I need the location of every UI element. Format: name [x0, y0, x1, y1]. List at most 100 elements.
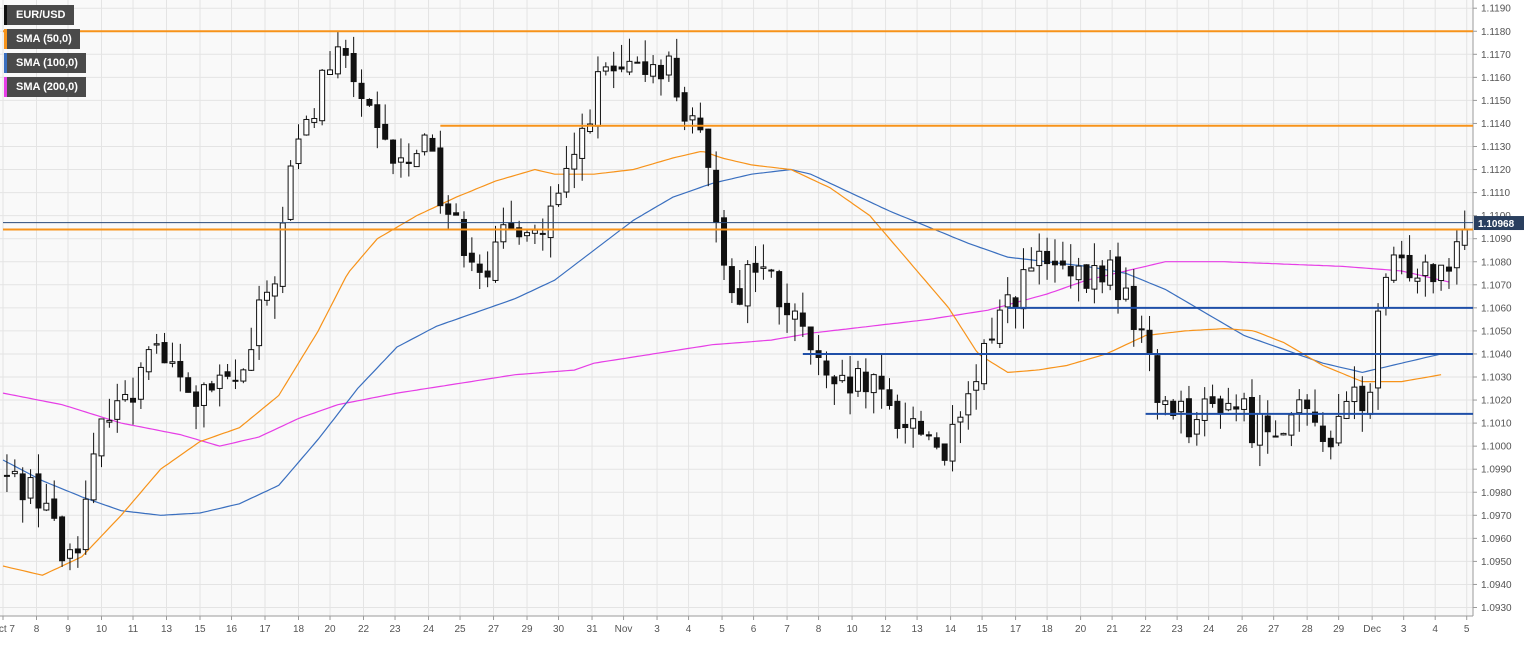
y-tick-label: 1.0980 — [1481, 488, 1512, 499]
x-tick-label: 17 — [1010, 624, 1022, 635]
candle-body — [642, 61, 649, 75]
candle-body — [82, 498, 89, 551]
candle-body — [350, 53, 357, 83]
candle-body — [713, 169, 720, 223]
candle-body — [847, 376, 854, 394]
candle-body — [744, 264, 751, 307]
candle-body — [106, 419, 113, 423]
candle-body — [878, 375, 885, 390]
candle-body — [665, 55, 672, 76]
candle-body — [941, 443, 948, 461]
y-tick-label: 1.1140 — [1481, 119, 1511, 130]
candle-body — [468, 252, 475, 263]
candle-body — [130, 397, 137, 403]
candle-body — [1445, 266, 1452, 272]
candle-body — [1138, 328, 1145, 331]
legend-label-price: EUR/USD — [16, 9, 66, 21]
candle-body — [374, 104, 381, 128]
legend-swatch-sma100 — [4, 53, 7, 73]
candle-body — [445, 203, 452, 215]
candle-body — [1193, 419, 1200, 435]
candle-body — [1430, 264, 1437, 283]
x-tick-label: 3 — [654, 624, 660, 635]
candle-body — [539, 232, 546, 235]
candle-body — [1264, 415, 1271, 433]
candle-body — [1367, 391, 1374, 415]
candle-body — [1012, 297, 1019, 309]
candle-body — [650, 64, 657, 77]
y-tick-label: 1.1090 — [1481, 234, 1512, 245]
x-tick-label: 4 — [686, 624, 692, 635]
candle-body — [279, 222, 286, 287]
candle-body — [476, 263, 483, 273]
candle-body — [98, 418, 105, 457]
candle-body — [1185, 398, 1192, 438]
candle-body — [587, 123, 594, 133]
legend-label-sma100: SMA (100,0) — [16, 57, 78, 69]
candle-body — [177, 360, 184, 378]
candle-body — [1351, 386, 1358, 403]
last-price-badge — [1474, 216, 1524, 231]
legend-item-sma100[interactable]: SMA (100,0) — [4, 53, 86, 73]
candle-body — [390, 139, 397, 164]
candle-body — [807, 326, 814, 351]
candle-body — [854, 368, 861, 392]
candle-body — [1343, 400, 1350, 419]
candle-body — [925, 434, 932, 437]
candle-body — [1327, 437, 1334, 448]
candle-body — [1453, 241, 1460, 269]
candle-body — [563, 167, 570, 193]
x-tick-label: 24 — [423, 624, 435, 635]
candle-body — [1304, 399, 1311, 410]
candle-body — [1170, 400, 1177, 416]
candle-body — [933, 437, 940, 448]
candle-body — [19, 473, 26, 501]
candle-body — [51, 498, 58, 519]
y-tick-label: 1.1040 — [1481, 349, 1512, 360]
candle-body — [531, 229, 538, 234]
candle-body — [1398, 254, 1405, 259]
candle-body — [721, 217, 728, 266]
candle-body — [949, 423, 956, 462]
x-tick-label: 21 — [1107, 624, 1119, 635]
candle-body — [271, 283, 278, 297]
candle-body — [1359, 385, 1366, 412]
x-tick-label: 17 — [259, 624, 271, 635]
x-tick-label: 27 — [1268, 624, 1280, 635]
candle-body — [1201, 398, 1208, 421]
candle-body — [705, 128, 712, 168]
x-tick-label: 4 — [1432, 624, 1438, 635]
candle-body — [429, 137, 436, 152]
legend-item-price[interactable]: EUR/USD — [4, 5, 74, 25]
x-tick-label: 3 — [1401, 624, 1407, 635]
candle-body — [862, 371, 869, 393]
candle-body — [397, 157, 404, 163]
candle-body — [602, 66, 609, 72]
candle-body — [1233, 406, 1240, 410]
candle-body — [1382, 276, 1389, 309]
sma200-line — [2, 261, 1450, 447]
candle-body — [193, 391, 200, 407]
candle-body — [571, 153, 578, 170]
candle-body — [1406, 254, 1413, 279]
y-tick-label: 1.1150 — [1481, 96, 1511, 107]
legend-item-sma50[interactable]: SMA (50,0) — [4, 29, 80, 49]
x-tick-label: 8 — [816, 624, 822, 635]
x-tick-label: 10 — [847, 624, 859, 635]
y-tick-label: 1.1060 — [1481, 303, 1512, 314]
candle-body — [153, 343, 160, 346]
candle-body — [1051, 260, 1058, 266]
x-tick-label: 5 — [1464, 624, 1470, 635]
candle-body — [382, 123, 389, 140]
candle-body — [421, 134, 428, 153]
candle-body — [263, 291, 270, 301]
candle-body — [327, 69, 334, 75]
candle-body — [1028, 267, 1035, 272]
candle-body — [90, 453, 97, 501]
legend: EUR/USD SMA (50,0) SMA (100,0) SMA (200,… — [4, 5, 86, 101]
candle-body — [1319, 425, 1326, 442]
sma50-line — [2, 150, 1442, 576]
legend-item-sma200[interactable]: SMA (200,0) — [4, 77, 86, 97]
x-tick-label: 23 — [389, 624, 401, 635]
